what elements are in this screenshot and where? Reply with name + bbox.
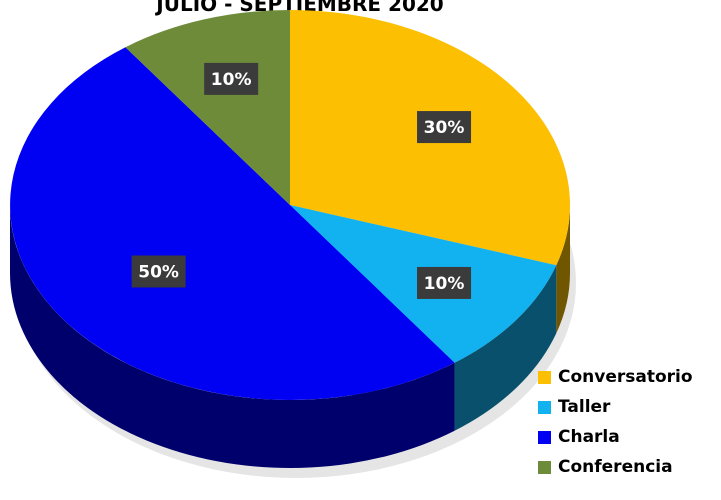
legend-item-taller: Taller	[538, 392, 693, 422]
data-label-conversatorio: 30%	[417, 111, 472, 144]
data-label-text: 50%	[138, 262, 179, 282]
legend-item-charla: Charla	[538, 422, 693, 452]
slice-charla	[10, 47, 455, 400]
legend-swatch	[538, 460, 551, 474]
slice-conferencia	[125, 10, 290, 205]
chart-title: JULIO - SEPTIEMBRE 2020	[156, 0, 444, 16]
slice-side-taller	[454, 265, 557, 431]
data-label-text: 10%	[211, 70, 252, 90]
legend-item-conversatorio: Conversatorio	[538, 362, 693, 392]
legend-label: Charla	[558, 427, 620, 447]
data-label-charla: 50%	[131, 255, 186, 288]
legend-item-conferencia: Conferencia	[538, 452, 693, 482]
data-label-box	[204, 62, 259, 95]
legend-label: Conferencia	[558, 457, 673, 477]
legend: Conversatorio Taller Charla Conferencia	[538, 362, 693, 482]
data-label-box	[417, 111, 472, 144]
slice-side-conversatorio	[556, 205, 570, 334]
data-label-box	[417, 266, 472, 299]
legend-label: Conversatorio	[558, 367, 693, 387]
legend-label: Taller	[558, 397, 611, 417]
data-label-conferencia: 10%	[204, 62, 259, 95]
legend-swatch	[538, 370, 551, 384]
data-label-text: 10%	[424, 274, 465, 294]
data-label-taller: 10%	[417, 266, 472, 299]
legend-swatch	[538, 400, 551, 414]
data-label-text: 30%	[424, 118, 465, 138]
data-label-box	[131, 255, 186, 288]
slice-side-charla	[10, 205, 455, 468]
legend-swatch	[538, 430, 551, 444]
